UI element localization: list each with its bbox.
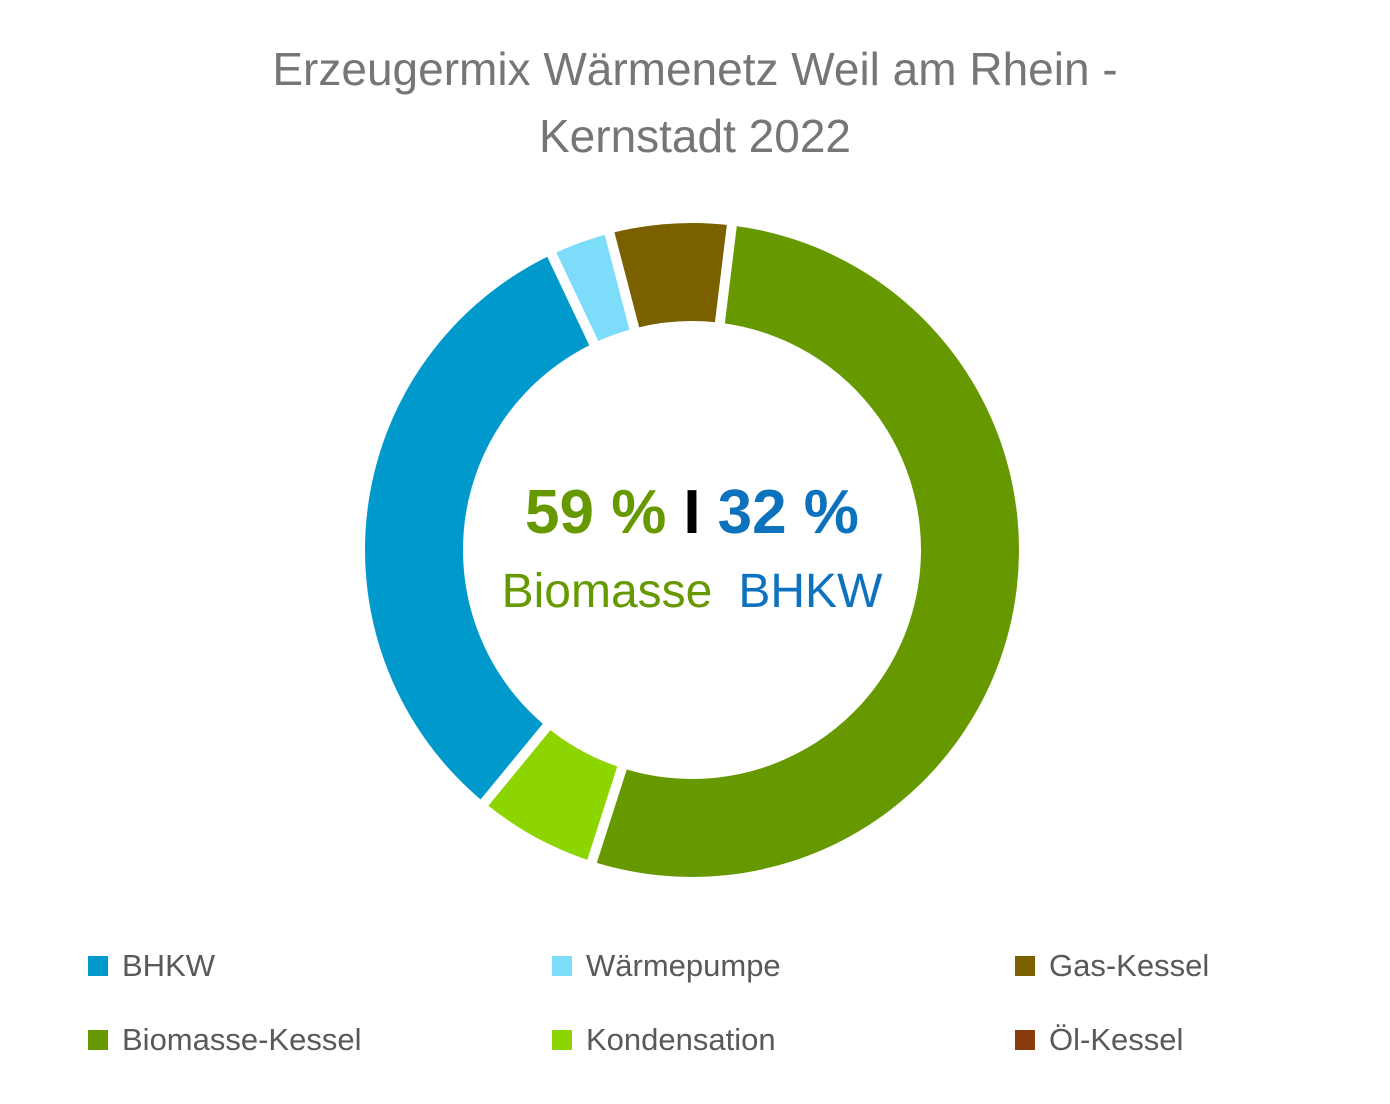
legend-item-bhkw: BHKW <box>88 944 552 988</box>
legend-swatch-waermepumpe <box>552 956 572 976</box>
donut-segment-gap <box>581 749 633 881</box>
legend-swatch-bhkw <box>88 956 108 976</box>
donut-segment-bhkw <box>365 254 594 803</box>
legend-item-kondensation: Kondensation <box>552 1018 1015 1062</box>
legend-item-waermepumpe: Wärmepumpe <box>552 944 1015 988</box>
donut-chart: 59 % I 32 % Biomasse BHKW <box>342 200 1042 900</box>
legend-swatch-kondensation <box>552 1030 572 1050</box>
legend-label-oel-kessel: Öl-Kessel <box>1049 1022 1184 1057</box>
donut-svg <box>365 206 1019 881</box>
donut-segment-biomasse-kessel <box>592 225 1019 878</box>
chart-title-line2: Kernstadt 2022 <box>538 110 851 162</box>
chart-legend: BHKW Wärmepumpe Gas-Kessel Biomasse-Kess… <box>88 944 1338 1062</box>
donut-segment-gap <box>539 236 607 362</box>
legend-swatch-gas-kessel <box>1015 956 1035 976</box>
legend-item-gas-kessel: Gas-Kessel <box>1015 944 1338 988</box>
donut-segment-kondensation <box>484 726 622 862</box>
legend-label-waermepumpe: Wärmepumpe <box>586 948 781 983</box>
legend-item-oel-kessel: Öl-Kessel <box>1015 1018 1338 1062</box>
donut-segment-gap <box>469 709 562 820</box>
legend-label-kondensation: Kondensation <box>586 1022 776 1057</box>
legend-label-gas-kessel: Gas-Kessel <box>1049 948 1210 983</box>
legend-swatch-biomasse-kessel <box>88 1030 108 1050</box>
legend-swatch-oel-kessel <box>1015 1030 1035 1050</box>
chart-title-line1: Erzeugermix Wärmenetz Weil am Rhein - <box>272 43 1118 95</box>
legend-label-biomasse-kessel: Biomasse-Kessel <box>122 1022 362 1057</box>
donut-segment-gas-kessel <box>609 223 732 329</box>
donut-segment-gap <box>600 214 644 348</box>
donut-segment-gap <box>712 206 740 342</box>
chart-title: Erzeugermix Wärmenetz Weil am Rhein - Ke… <box>0 36 1390 170</box>
legend-item-biomasse-kessel: Biomasse-Kessel <box>88 1018 552 1062</box>
legend-label-bhkw: BHKW <box>122 948 215 983</box>
